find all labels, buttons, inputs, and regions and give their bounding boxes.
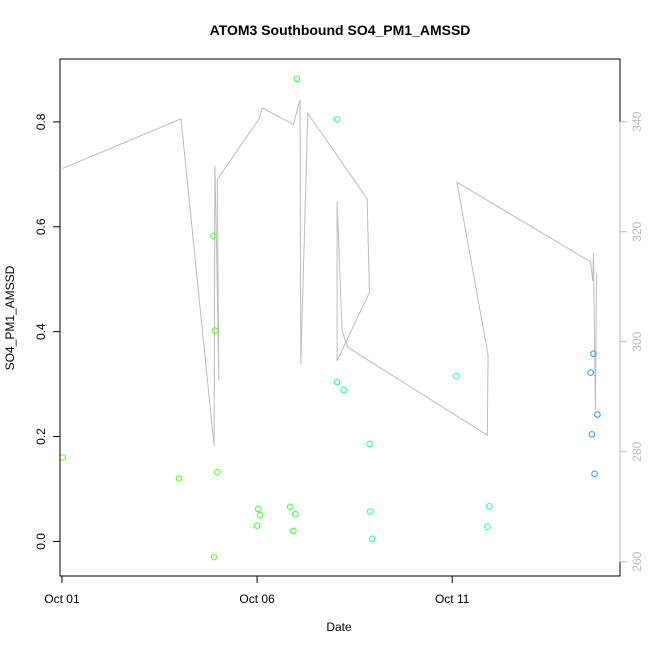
y2-tick-label-2: 300 — [630, 331, 644, 351]
y-axis-label: SO4_PM1_AMSSD — [3, 265, 17, 370]
data-point-11 — [292, 510, 299, 518]
data-point-20 — [484, 523, 491, 531]
line-layer — [62, 99, 598, 447]
data-point-14 — [333, 378, 341, 386]
data-point-15 — [340, 386, 348, 394]
chart-title: ATOM3 Southbound SO4_PM1_AMSSD — [210, 22, 471, 38]
x-tick-label-2: Oct 11 — [435, 592, 470, 606]
data-point-2 — [210, 232, 217, 240]
data-point-12 — [293, 75, 301, 83]
y-tick-label-4: 0.8 — [34, 113, 48, 130]
y2-tick-label-4: 340 — [630, 111, 644, 131]
x-axis: Oct 01 Oct 06 Oct 11 — [44, 575, 470, 606]
points-layer — [59, 75, 601, 561]
y-tick-label-1: 0.2 — [34, 428, 48, 445]
series-line-y2 — [62, 99, 598, 447]
x-axis-label: Date — [326, 620, 352, 634]
data-point-10 — [290, 527, 297, 535]
y-tick-label-2: 0.4 — [34, 323, 48, 340]
data-point-4 — [211, 327, 219, 334]
data-point-5 — [214, 468, 221, 476]
data-point-23 — [588, 431, 596, 438]
y2-tick-label-0: 260 — [630, 551, 644, 571]
data-point-21 — [486, 503, 493, 510]
data-point-26 — [594, 411, 601, 418]
data-point-24 — [590, 350, 597, 358]
data-point-17 — [366, 508, 374, 515]
x-tick-label-0: Oct 01 — [44, 592, 80, 606]
data-point-1 — [175, 475, 183, 482]
y2-tick-label-3: 320 — [630, 221, 644, 241]
data-point-8 — [256, 511, 264, 519]
data-point-22 — [587, 369, 595, 376]
data-point-25 — [591, 470, 598, 478]
y-tick-label-0: 0.0 — [34, 533, 48, 550]
data-point-16 — [366, 440, 373, 448]
x-tick-label-1: Oct 06 — [239, 592, 275, 606]
plot-frame — [59, 58, 621, 577]
y-axis: 0.0 0.2 0.4 0.6 0.8 — [34, 113, 61, 550]
data-point-0 — [59, 454, 67, 461]
y2-axis: 260 280 300 320 340 — [619, 111, 644, 572]
y2-tick-label-1: 280 — [630, 441, 644, 461]
data-point-7 — [254, 505, 262, 513]
data-point-6 — [253, 522, 261, 530]
data-point-19 — [452, 372, 460, 380]
data-point-9 — [286, 503, 294, 511]
data-point-13 — [333, 116, 341, 123]
data-point-3 — [210, 553, 218, 561]
data-point-18 — [368, 535, 376, 543]
y-tick-label-3: 0.6 — [34, 218, 48, 235]
